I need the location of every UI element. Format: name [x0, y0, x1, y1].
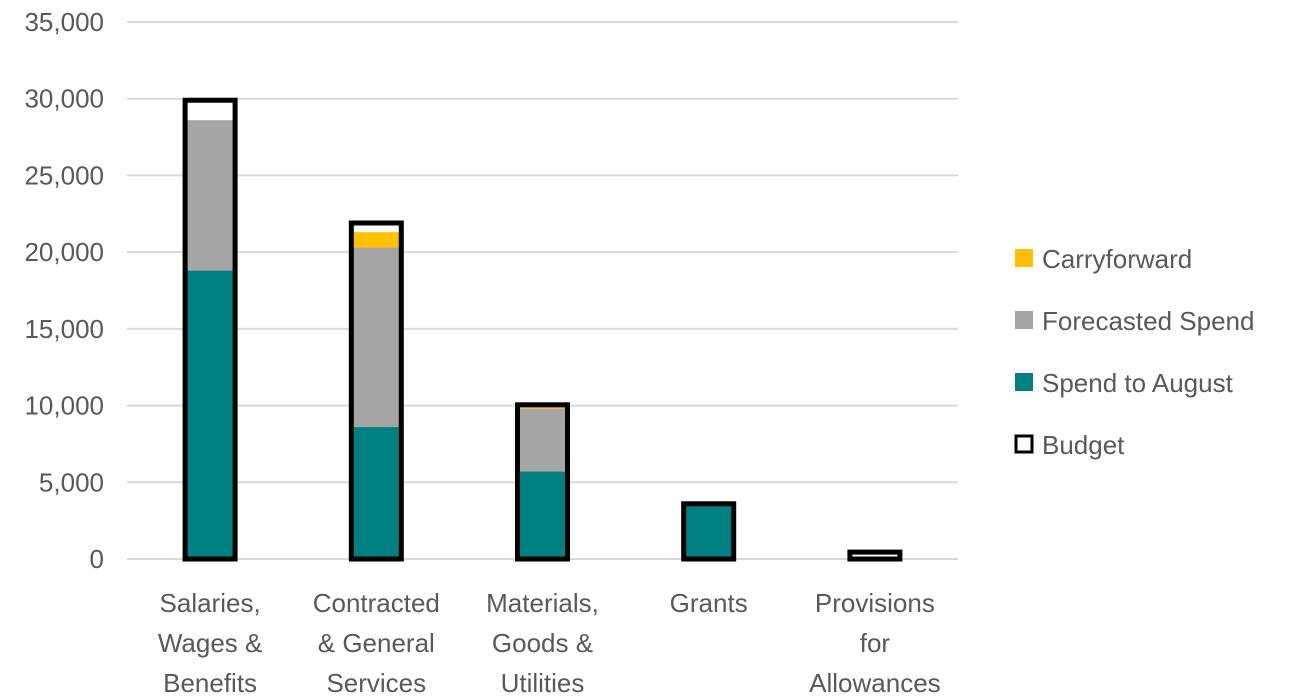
legend-swatch	[1015, 249, 1033, 267]
legend-swatch	[1015, 373, 1033, 391]
x-category-label: for	[860, 628, 891, 658]
x-category-label: Wages &	[158, 628, 263, 658]
bar-segment-spend-to-august	[185, 270, 236, 559]
y-tick-label: 25,000	[24, 160, 104, 190]
legend-label: Carryforward	[1042, 244, 1192, 274]
legend: Carryforward Forecasted Spend Spend to Aug…	[1014, 244, 1254, 460]
y-tick-label: 5,000	[39, 467, 104, 497]
x-category-label: Contracted	[313, 588, 440, 618]
x-axis-category-labels: Salaries, Wages & Benefits Contracted & Gene…	[158, 588, 941, 698]
y-axis-tick-labels: 0 5,000 10,000 15,000 20,000 25,000 30,000 35,0…	[24, 7, 104, 574]
bar-segment-forecasted-spend	[185, 120, 236, 271]
bar-segment-spend-to-august	[517, 471, 568, 559]
bar-segment-carryforward	[351, 232, 402, 248]
bars	[182, 97, 903, 562]
x-category-label: Salaries,	[160, 588, 261, 618]
legend-item: Carryforward	[1015, 244, 1192, 274]
bar-segment-spend-to-august	[351, 427, 402, 559]
x-category-label: Benefits	[163, 668, 257, 698]
bar-segment-carryforward	[517, 406, 568, 409]
x-category-label: Allowances	[809, 668, 941, 698]
legend-swatch	[1015, 311, 1033, 329]
budget-bar-outline	[515, 402, 570, 562]
legend-label: Budget	[1042, 430, 1125, 460]
bar-segment-spend-to-august	[683, 505, 734, 559]
y-tick-label: 35,000	[24, 7, 104, 37]
budget-bar-outline	[182, 97, 238, 562]
budget-bar-outline	[681, 501, 737, 562]
y-tick-label: 10,000	[24, 391, 104, 421]
y-tick-label: 20,000	[24, 237, 104, 267]
x-category-label: Provisions	[815, 588, 935, 618]
budget-bar-outline	[847, 549, 903, 562]
legend-label: Forecasted Spend	[1042, 306, 1254, 336]
x-category-label: Goods &	[492, 628, 593, 658]
legend-item: Forecasted Spend	[1015, 306, 1254, 336]
bar-segment-forecasted-spend	[517, 408, 568, 472]
legend-item: Budget	[1014, 430, 1125, 460]
legend-label: Spend to August	[1042, 368, 1234, 398]
x-category-label: Services	[326, 668, 426, 698]
x-category-label: Materials,	[486, 588, 599, 618]
y-tick-label: 15,000	[24, 314, 104, 344]
legend-item: Spend to August	[1015, 368, 1234, 398]
budget-bar-outline	[348, 220, 404, 562]
legend-swatch	[1014, 434, 1034, 454]
x-category-label: & General	[318, 628, 435, 658]
budget-bar-fill	[849, 552, 900, 559]
bar-segment-forecasted-spend	[351, 247, 402, 428]
x-category-label: Utilities	[501, 668, 585, 698]
y-tick-label: 30,000	[24, 84, 104, 114]
x-category-label: Grants	[670, 588, 748, 618]
y-tick-label: 0	[90, 544, 104, 574]
